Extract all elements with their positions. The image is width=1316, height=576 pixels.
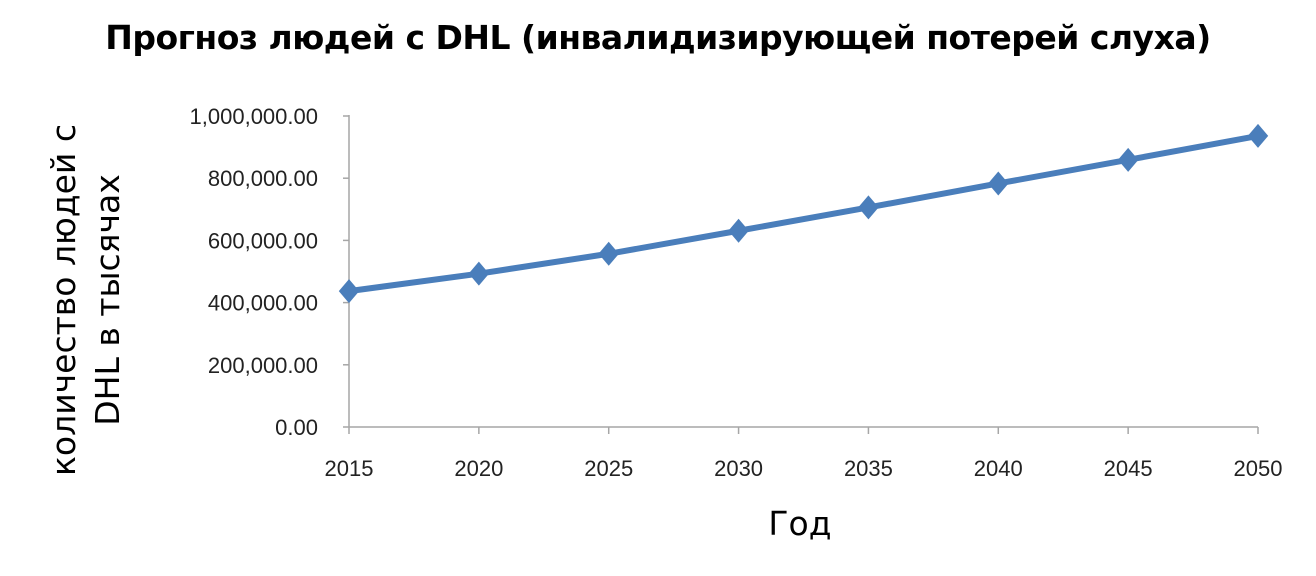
x-tick-label: 2045 — [1104, 456, 1153, 481]
data-point-marker — [598, 241, 619, 266]
x-axis-title: Год — [768, 504, 831, 543]
y-axis-title-line: DHL в тысячах — [88, 174, 127, 426]
y-tick-label: 800,000.00 — [208, 166, 318, 191]
x-tick-label: 2035 — [844, 456, 893, 481]
y-tick-label: 600,000.00 — [208, 228, 318, 253]
data-point-marker — [858, 195, 879, 220]
x-tick-label: 2025 — [584, 456, 633, 481]
data-point-marker — [468, 261, 490, 286]
y-axis-title-line: количество людей с — [44, 124, 83, 476]
y-tick-label: 1,000,000.00 — [190, 104, 318, 129]
y-tick-label: 200,000.00 — [208, 353, 318, 378]
x-tick-label: 2040 — [974, 456, 1023, 481]
x-tick-label: 2015 — [325, 456, 374, 481]
data-point-marker — [1117, 147, 1139, 172]
data-point-marker — [338, 279, 360, 304]
x-tick-label: 2020 — [454, 456, 503, 481]
x-tick-label: 2030 — [714, 456, 763, 481]
x-tick-label: 2050 — [1234, 456, 1283, 481]
y-axis-title: количество людей с DHL в тысячах — [44, 124, 127, 476]
chart-title: Прогноз людей с DHL (инвалидизирующей по… — [105, 18, 1211, 57]
series-line — [348, 132, 1259, 295]
data-point-marker — [988, 171, 1009, 196]
y-tick-label: 0.00 — [275, 415, 318, 440]
data-point-marker — [728, 218, 749, 243]
y-tick-label: 400,000.00 — [208, 291, 318, 316]
data-point-marker — [1247, 123, 1269, 148]
